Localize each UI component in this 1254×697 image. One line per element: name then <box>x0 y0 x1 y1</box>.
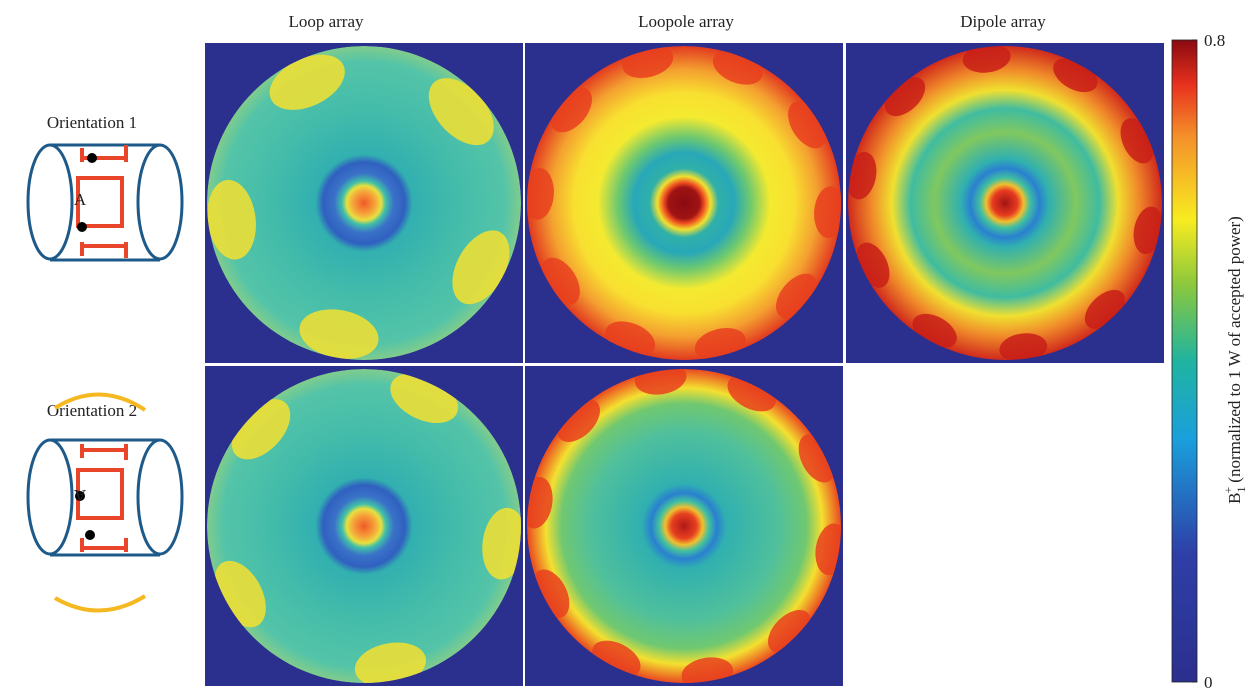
column-title: Loopole array <box>638 12 734 31</box>
port-label: A <box>74 190 87 209</box>
label-text: (normalized to 1 W of accepted power) <box>1225 216 1244 483</box>
column-title: Dipole array <box>960 12 1046 31</box>
coil-diagram <box>28 394 182 610</box>
field-maps <box>203 40 1167 692</box>
field-map <box>521 40 847 366</box>
row-label: Orientation 1 <box>47 113 137 132</box>
subscript: 1 <box>1234 486 1248 492</box>
field-map <box>843 41 1167 365</box>
column-title: Loop array <box>288 12 364 31</box>
colorbar-label: B1+(normalized to 1 W of accepted power) <box>1221 216 1248 504</box>
port-label: A <box>73 486 86 505</box>
tick-label: 0.8 <box>1204 31 1225 50</box>
colorbar <box>1172 40 1197 682</box>
tick-label: 0 <box>1204 673 1213 692</box>
coil-diagram <box>28 145 182 260</box>
figure: Loop array Loopole array Dipole array Or… <box>0 0 1254 692</box>
field-map <box>203 43 523 365</box>
field-map <box>517 359 851 692</box>
field-map <box>204 363 530 692</box>
superscript: + <box>1221 486 1235 493</box>
